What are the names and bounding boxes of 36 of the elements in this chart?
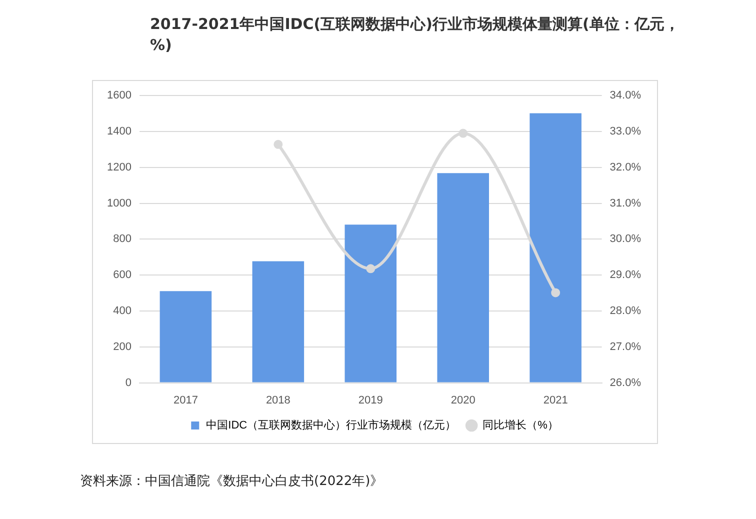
y-tick-label: 1200 <box>106 161 132 174</box>
x-tick-label: 2018 <box>266 394 290 406</box>
bar <box>437 173 489 382</box>
point <box>274 140 283 149</box>
y2-tick-label: 32.0% <box>610 161 642 174</box>
y-tick-label: 800 <box>113 233 132 246</box>
legend-label: 同比增长（%） <box>482 418 558 432</box>
y2-tick-label: 30.0% <box>610 233 642 246</box>
point <box>458 128 468 138</box>
y-tick-label: 600 <box>113 269 132 282</box>
y2-tick-label: 26.0% <box>610 376 642 389</box>
bar <box>530 113 582 382</box>
y-tick-label: 1400 <box>106 126 132 138</box>
y-tick-label: 1600 <box>106 90 132 102</box>
legend-label: 中国IDC（互联网数据中心）行业市场规模（亿元） <box>206 418 456 432</box>
bar <box>160 291 212 382</box>
y-tick-label: 200 <box>113 340 132 353</box>
y2-tick-label: 29.0% <box>610 269 642 282</box>
y-tick-label: 0 <box>125 376 132 389</box>
y2-tick-label: 28.0% <box>610 305 642 318</box>
point <box>366 264 376 274</box>
text: 资料来源：中国信通院《数据中心白皮书(2022年)》 <box>80 473 384 490</box>
y-tick-label: 400 <box>113 305 132 318</box>
y-tick-label: 1000 <box>106 197 132 210</box>
y2-tick-label: 33.0% <box>610 126 642 138</box>
bar <box>344 224 397 382</box>
point <box>551 288 560 298</box>
x-tick-label: 2019 <box>358 394 383 406</box>
y2-tick-label: 34.0% <box>610 90 642 102</box>
x-tick-label: 2020 <box>450 394 476 406</box>
y2-tick-label: 31.0% <box>610 197 642 210</box>
chart-title: 2017-2021年中国IDC(互联网数据中心)行业市场规模体量测算(单位：亿元，%) <box>150 14 680 56</box>
x-tick-label: 2021 <box>543 394 568 406</box>
y2-tick-label: 27.0% <box>610 340 642 353</box>
x-tick-label: 2017 <box>173 394 198 406</box>
bar <box>252 261 304 382</box>
